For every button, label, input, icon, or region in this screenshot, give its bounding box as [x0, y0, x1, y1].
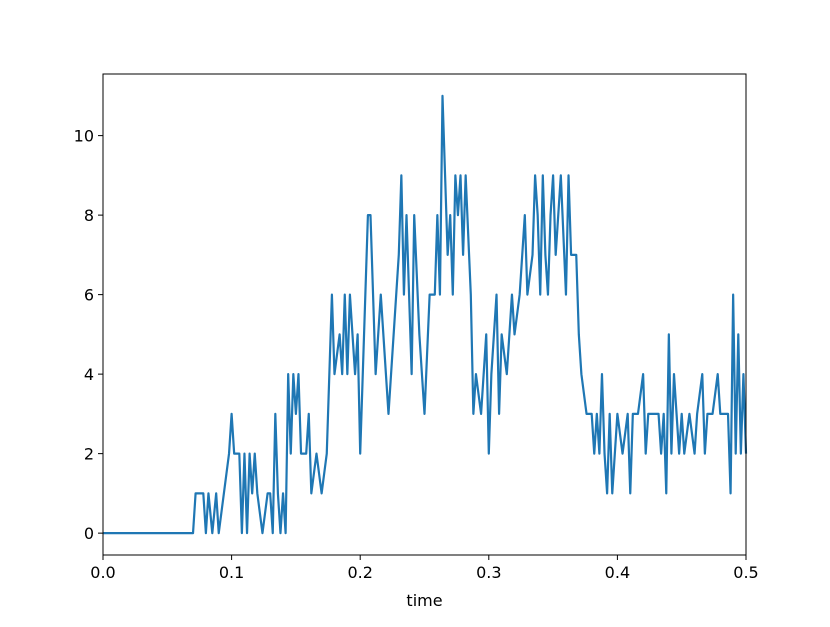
- x-axis-label: time: [406, 591, 442, 610]
- x-tick-label: 0.3: [476, 563, 501, 582]
- y-tick-label: 8: [84, 206, 94, 225]
- data-line: [103, 94, 748, 535]
- y-tick-label: 4: [84, 365, 94, 384]
- x-tick-label: 0.4: [605, 563, 630, 582]
- x-tick-label: 0.0: [90, 563, 115, 582]
- x-tick-label: 0.1: [219, 563, 244, 582]
- y-tick-label: 2: [84, 445, 94, 464]
- x-tick-label: 0.2: [347, 563, 372, 582]
- y-tick-label: 6: [84, 286, 94, 305]
- plot-frame: [102, 73, 747, 556]
- x-tick-label: 0.5: [733, 563, 758, 582]
- y-tick-label: 10: [74, 127, 94, 146]
- y-tick-label: 0: [84, 524, 94, 543]
